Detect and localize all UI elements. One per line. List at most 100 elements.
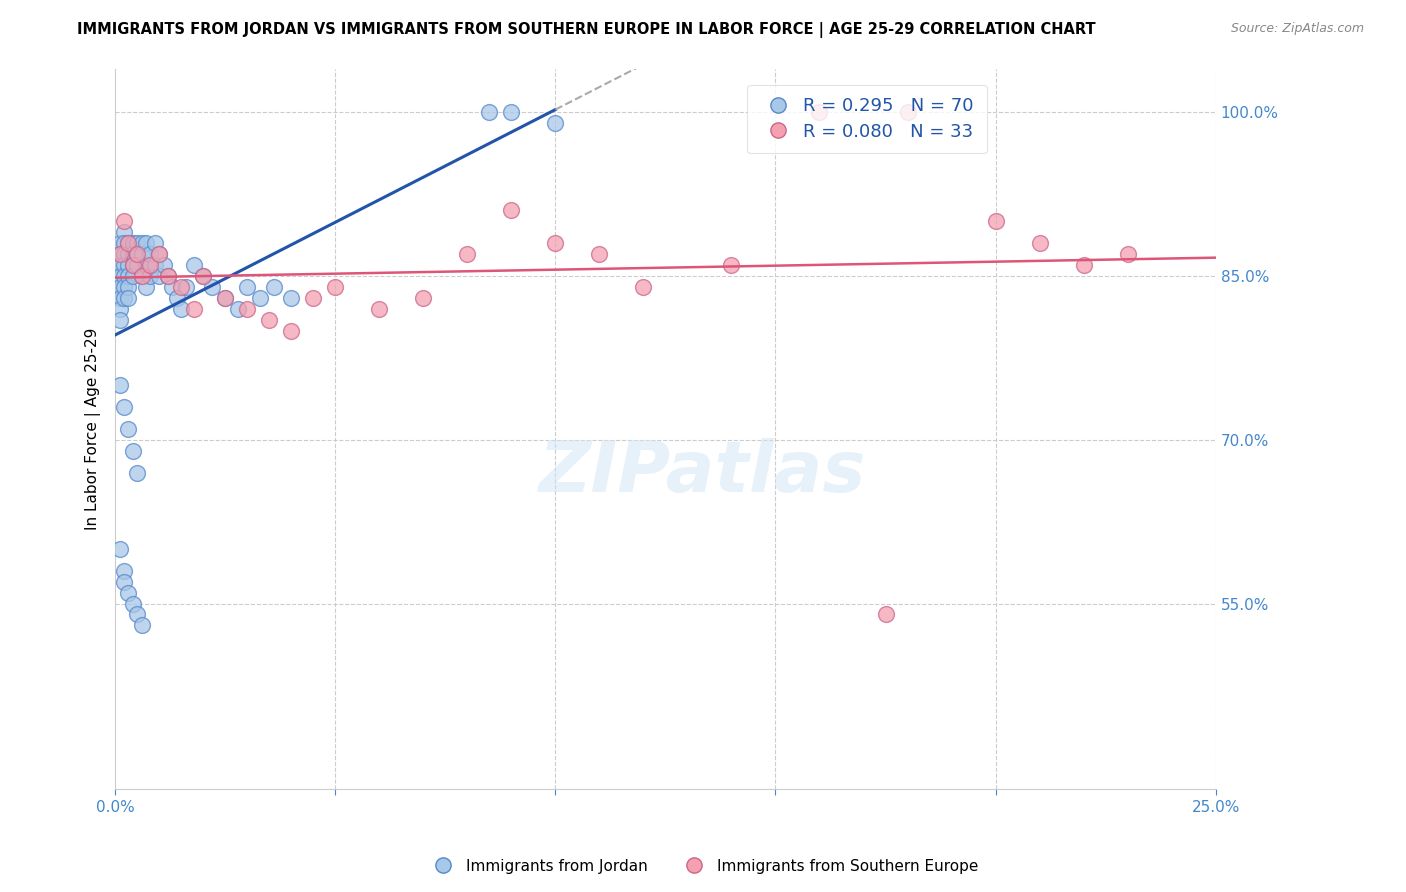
Point <box>108 258 131 272</box>
Point <box>368 301 391 316</box>
Point <box>193 268 215 283</box>
Point <box>108 268 131 283</box>
Point <box>112 291 135 305</box>
Point <box>108 312 131 326</box>
Point <box>544 116 567 130</box>
Point <box>143 258 166 272</box>
Point <box>127 236 149 251</box>
Point <box>162 280 184 294</box>
Point <box>117 422 139 436</box>
Point <box>121 236 143 251</box>
Point <box>875 607 897 622</box>
Point <box>588 247 610 261</box>
Point <box>193 268 215 283</box>
Point <box>280 324 302 338</box>
Point <box>117 280 139 294</box>
Point <box>121 258 143 272</box>
Point <box>148 268 170 283</box>
Point <box>108 280 131 294</box>
Point <box>143 236 166 251</box>
Point <box>121 443 143 458</box>
Point <box>984 214 1007 228</box>
Point <box>121 247 143 261</box>
Point <box>201 280 224 294</box>
Point <box>148 247 170 261</box>
Text: Source: ZipAtlas.com: Source: ZipAtlas.com <box>1230 22 1364 36</box>
Point <box>131 268 153 283</box>
Point <box>214 291 236 305</box>
Point <box>236 280 259 294</box>
Point <box>121 597 143 611</box>
Point <box>131 618 153 632</box>
Point <box>112 564 135 578</box>
Point <box>280 291 302 305</box>
Point <box>720 258 742 272</box>
Point <box>236 301 259 316</box>
Point <box>117 247 139 261</box>
Point <box>214 291 236 305</box>
Point <box>501 105 523 120</box>
Point <box>112 280 135 294</box>
Point <box>1116 247 1139 261</box>
Point <box>152 258 174 272</box>
Point <box>108 541 131 556</box>
Point <box>127 247 149 261</box>
Point <box>808 105 831 120</box>
Point <box>108 247 131 261</box>
Point <box>112 258 135 272</box>
Text: ZIPatlas: ZIPatlas <box>540 438 866 508</box>
Point <box>108 236 131 251</box>
Point <box>127 258 149 272</box>
Point <box>166 291 188 305</box>
Point <box>544 236 567 251</box>
Point <box>127 466 149 480</box>
Point <box>323 280 346 294</box>
Point <box>117 236 139 251</box>
Point <box>112 214 135 228</box>
Point <box>131 247 153 261</box>
Point <box>633 280 655 294</box>
Point <box>228 301 250 316</box>
Point <box>117 585 139 599</box>
Point <box>131 236 153 251</box>
Legend: R = 0.295   N = 70, R = 0.080   N = 33: R = 0.295 N = 70, R = 0.080 N = 33 <box>748 85 987 153</box>
Point <box>112 225 135 239</box>
Point <box>112 574 135 589</box>
Point <box>156 268 179 283</box>
Point <box>1073 258 1095 272</box>
Point <box>121 268 143 283</box>
Point <box>896 105 918 120</box>
Point <box>148 247 170 261</box>
Point <box>478 105 501 120</box>
Point <box>108 301 131 316</box>
Point <box>117 268 139 283</box>
Point <box>112 268 135 283</box>
Point <box>412 291 434 305</box>
Point <box>108 378 131 392</box>
Point <box>121 258 143 272</box>
Y-axis label: In Labor Force | Age 25-29: In Labor Force | Age 25-29 <box>86 327 101 530</box>
Point <box>259 312 281 326</box>
Point <box>156 268 179 283</box>
Point <box>117 291 139 305</box>
Point <box>139 258 162 272</box>
Point <box>302 291 325 305</box>
Point <box>139 268 162 283</box>
Point <box>135 258 157 272</box>
Point <box>170 301 193 316</box>
Point <box>108 291 131 305</box>
Point <box>131 268 153 283</box>
Point <box>174 280 197 294</box>
Point <box>183 258 205 272</box>
Legend: Immigrants from Jordan, Immigrants from Southern Europe: Immigrants from Jordan, Immigrants from … <box>422 853 984 880</box>
Point <box>117 236 139 251</box>
Point <box>112 400 135 414</box>
Point <box>456 247 478 261</box>
Point <box>117 258 139 272</box>
Point <box>501 203 523 218</box>
Point <box>135 236 157 251</box>
Point <box>139 247 162 261</box>
Point <box>170 280 193 294</box>
Text: IMMIGRANTS FROM JORDAN VS IMMIGRANTS FROM SOUTHERN EUROPE IN LABOR FORCE | AGE 2: IMMIGRANTS FROM JORDAN VS IMMIGRANTS FRO… <box>77 22 1095 38</box>
Point <box>1028 236 1050 251</box>
